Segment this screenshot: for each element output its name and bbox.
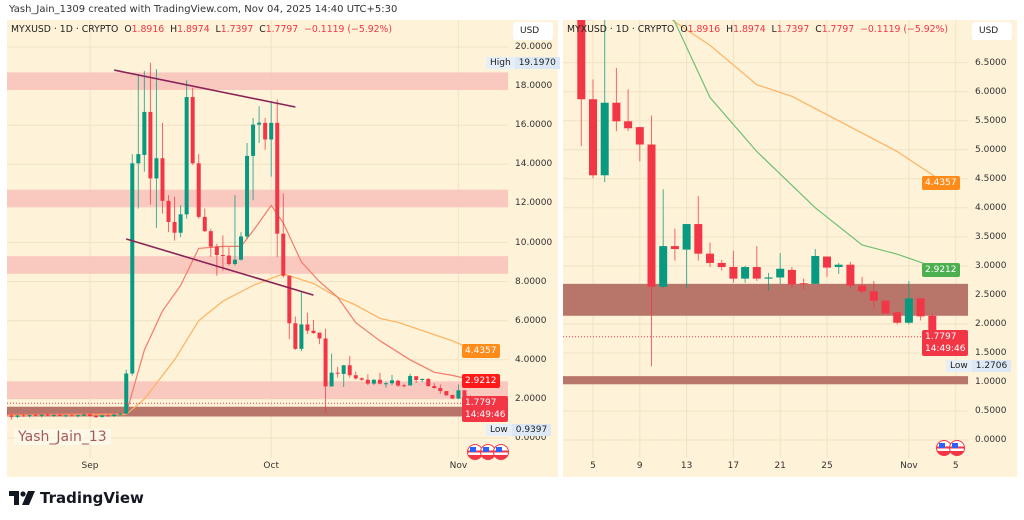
close-label: C: [259, 24, 266, 35]
y-tick-label: 2.0000: [975, 318, 1007, 329]
close-value: 1.7797: [265, 24, 299, 35]
x-tick-label: 17: [727, 461, 740, 471]
x-tick-label: Nov: [900, 461, 918, 471]
low-price-tag-value: 1.2706: [975, 361, 1008, 372]
open-label: O: [680, 24, 688, 35]
symbol-label: MYXUSD · 1D · CRYPTO: [567, 24, 675, 35]
x-tick-label: 5: [952, 461, 959, 471]
low-value: 1.7397: [220, 24, 254, 35]
y-tick-label: 4.0000: [975, 202, 1007, 213]
y-tick-label: 1.0000: [975, 376, 1007, 387]
low-label: L: [215, 24, 221, 35]
y-tick-label: 1.5000: [975, 347, 1007, 358]
y-tick-label: 10.0000: [515, 237, 553, 248]
x-tick-label: Oct: [263, 461, 279, 471]
symbol-label: MYXUSD · 1D · CRYPTO: [11, 24, 119, 35]
y-tick-label: 0.0000: [975, 435, 1007, 445]
close-value: 1.7797: [821, 24, 855, 35]
y-tick-label: 2.0000: [515, 393, 547, 404]
fast-ma-price-tag: 2.9212: [922, 263, 960, 278]
fast-ma-price-tag: 2.9212: [462, 373, 500, 388]
bar-countdown: 14:49:46: [465, 410, 506, 421]
low-value: 1.7397: [776, 24, 810, 35]
symbol-legend-right[interactable]: MYXUSD · 1D · CRYPTO O1.8916 H1.8974 L1.…: [567, 24, 948, 35]
y-tick-label: 5.5000: [975, 115, 1007, 126]
y-tick-label: 14.0000: [515, 159, 553, 170]
y-tick-label: 18.0000: [515, 81, 553, 92]
tradingview-logo-icon: [9, 491, 35, 505]
y-tick-label: 8.0000: [515, 276, 547, 287]
high-label: H: [170, 24, 178, 35]
y-tick-label: 3.5000: [975, 231, 1007, 242]
open-value: 1.8916: [131, 24, 165, 35]
low-price-tag-value: 0.9397: [515, 425, 548, 436]
x-tick-label: Sep: [81, 461, 99, 471]
y-tick-label: 3.0000: [975, 260, 1007, 271]
slow-ma-price-tag: 4.4357: [462, 344, 500, 359]
tradingview-logo[interactable]: TradingView: [9, 489, 144, 507]
last-price-value: 1.7797: [465, 398, 497, 409]
y-tick-label: 16.0000: [515, 120, 553, 131]
change-value: −0.1119 (−5.92%): [304, 24, 392, 35]
y-tick-label: 0.5000: [975, 405, 1007, 416]
us-flag-icon[interactable]: [936, 440, 952, 456]
chart-panel-right[interactable]: [563, 20, 1017, 477]
bar-countdown: 14:49:46: [925, 343, 966, 354]
y-tick-label: 5.0000: [975, 144, 1007, 155]
open-label: O: [124, 24, 132, 35]
low-price-tag-label: Low: [946, 360, 972, 373]
y-tick-label: 0.0000: [515, 433, 547, 443]
flag-icons-left[interactable]: [467, 444, 509, 460]
x-tick-label: 13: [680, 461, 693, 471]
currency-button-left[interactable]: USD: [513, 22, 553, 40]
y-tick-label: 4.0000: [515, 354, 547, 365]
us-flag-icon[interactable]: [949, 440, 965, 456]
high-price-tag-label: High: [486, 56, 515, 69]
symbol-legend-left[interactable]: MYXUSD · 1D · CRYPTO O1.8916 H1.8974 L1.…: [11, 24, 392, 35]
high-value: 1.8974: [177, 24, 210, 35]
high-value: 1.8974: [733, 24, 766, 35]
y-tick-label: 2.5000: [975, 289, 1007, 300]
y-tick-label: 4.5000: [975, 173, 1007, 184]
us-flag-icon[interactable]: [493, 444, 509, 460]
currency-button-right[interactable]: USD: [972, 22, 1012, 40]
last-price-tag: 1.7797 14:49:46: [462, 396, 509, 423]
x-tick-label: 21: [774, 461, 786, 471]
low-price-tag: Low 0.9397: [486, 424, 552, 437]
x-tick-label: 25: [821, 461, 833, 471]
y-tick-label: 20.0000: [515, 42, 553, 52]
author-watermark: Yash_Jain_13: [14, 429, 111, 445]
change-value: −0.1119 (−5.92%): [860, 24, 948, 35]
chart-credit: Yash_Jain_1309 created with TradingView.…: [9, 4, 398, 15]
last-price-tag: 1.7797 14:49:46: [922, 329, 969, 356]
high-price-tag: High 19.1970: [486, 56, 560, 69]
x-tick-label: 9: [636, 461, 643, 471]
last-price-value: 1.7797: [925, 331, 957, 342]
x-tick-label: 5: [590, 461, 596, 471]
y-tick-label: 6.5000: [975, 57, 1007, 68]
low-price-tag-label: Low: [486, 424, 512, 437]
y-tick-label: 6.0000: [515, 315, 547, 326]
y-tick-label: 6.0000: [975, 86, 1007, 97]
y-tick-label: 12.0000: [515, 198, 553, 209]
low-price-tag: Low 1.2706: [946, 360, 1012, 373]
high-price-tag-value: 19.1970: [518, 57, 556, 68]
tradingview-brand: TradingView: [40, 489, 144, 507]
flag-icons-right[interactable]: [936, 440, 965, 456]
x-tick-label: Nov: [449, 461, 468, 471]
slow-ma-price-tag: 4.4357: [922, 175, 960, 190]
open-value: 1.8916: [687, 24, 721, 35]
